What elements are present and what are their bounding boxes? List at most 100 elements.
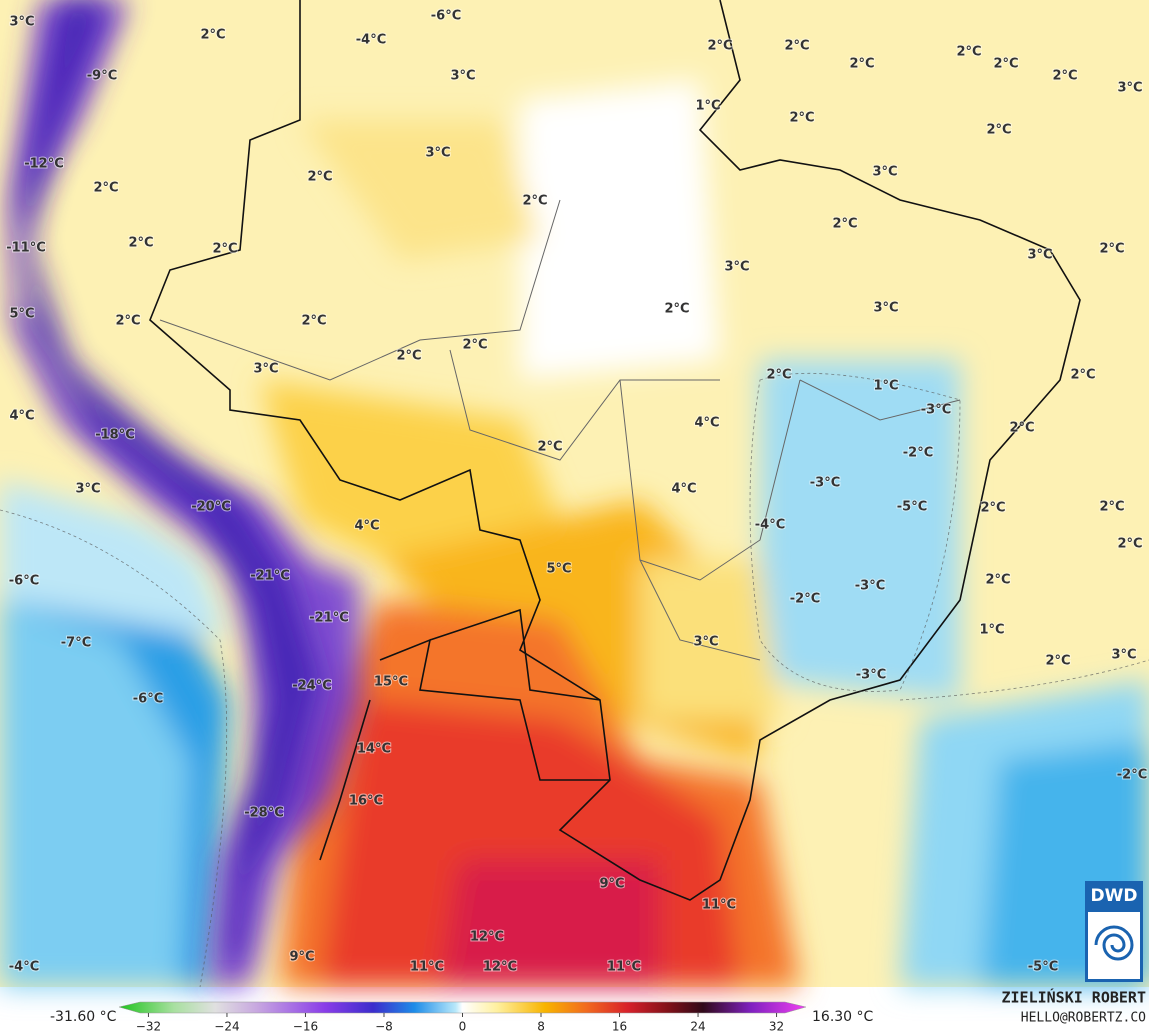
temperature-label: -24°C: [292, 679, 332, 694]
temperature-label: 2°C: [986, 123, 1011, 138]
temperature-label: -3°C: [855, 579, 885, 594]
temperature-label: -6°C: [9, 574, 39, 589]
temperature-label: 3°C: [724, 260, 749, 275]
colorbar-min: -31.60 °C: [50, 1009, 117, 1025]
temperature-label: -5°C: [897, 500, 927, 515]
temperature-label: -3°C: [856, 668, 886, 683]
temperature-label: 5°C: [546, 562, 571, 577]
temperature-label: 2°C: [1117, 537, 1142, 552]
temperature-label: 3°C: [253, 362, 278, 377]
temperature-label: -6°C: [431, 9, 461, 24]
internal-borders: [159, 199, 961, 661]
temperature-label: 2°C: [1052, 69, 1077, 84]
temperature-label: 11°C: [607, 960, 641, 975]
colorbar-gradient: [118, 1001, 807, 1014]
temperature-label: 2°C: [832, 217, 857, 232]
temperature-label: -2°C: [790, 592, 820, 607]
dwd-logo: DWD: [1085, 881, 1143, 982]
temperature-label: 2°C: [1009, 421, 1034, 436]
temperature-label: 2°C: [1099, 500, 1124, 515]
borders: [149, 0, 1081, 901]
temperature-label: 3°C: [873, 301, 898, 316]
credit-name: ZIELIŃSKI ROBERT: [1002, 988, 1147, 1007]
temperature-label: 2°C: [307, 170, 332, 185]
temperature-label: -4°C: [356, 33, 386, 48]
temperature-labels: 3°C 2°C -6°C -4°C -9°C 3°C 1°C 2°C 2°C 2°C 2°C 2°C 2…: [5, 8, 1148, 976]
temperature-label: 3°C: [9, 15, 34, 30]
temperature-label: -3°C: [921, 403, 951, 418]
temperature-label: 11°C: [410, 960, 444, 975]
temperature-label: 3°C: [75, 482, 100, 497]
temperature-label: -11°C: [6, 241, 46, 256]
temperature-label: 16°C: [349, 794, 383, 809]
temperature-label: 3°C: [425, 146, 450, 161]
temperature-label: 2°C: [849, 57, 874, 72]
temperature-label: -21°C: [309, 611, 349, 626]
temperature-label: 2°C: [664, 302, 689, 317]
temperature-label: 3°C: [872, 165, 897, 180]
temperature-label: 12°C: [470, 930, 504, 945]
temperature-label: 2°C: [993, 57, 1018, 72]
temperature-label: 2°C: [212, 242, 237, 257]
temperature-label: 3°C: [450, 69, 475, 84]
temperature-label: 4°C: [9, 409, 34, 424]
temperature-label: 2°C: [93, 181, 118, 196]
colorbar-tick-label: −24: [214, 1020, 239, 1034]
temperature-label: 4°C: [671, 482, 696, 497]
temperature-label: -21°C: [250, 569, 290, 584]
temperature-label: -3°C: [810, 476, 840, 491]
temperature-label: 2°C: [1045, 654, 1070, 669]
temperature-label: 2°C: [789, 111, 814, 126]
colorbar-tick-label: 32: [769, 1020, 784, 1034]
temperature-label: 2°C: [537, 440, 562, 455]
temperature-label: 2°C: [200, 28, 225, 43]
temperature-label: -2°C: [903, 446, 933, 461]
temperature-label: 1°C: [873, 379, 898, 394]
temperature-label: -18°C: [95, 428, 135, 443]
temperature-label: 3°C: [1117, 81, 1142, 96]
temperature-label: 2°C: [980, 501, 1005, 516]
temperature-label: -4°C: [9, 960, 39, 975]
temperature-label: 11°C: [702, 898, 736, 913]
temperature-label: 2°C: [115, 314, 140, 329]
temperature-label: -7°C: [61, 636, 91, 651]
temperature-label: 1°C: [979, 623, 1004, 638]
temperature-label: 2°C: [956, 45, 981, 60]
temperature-label: 3°C: [1111, 648, 1136, 663]
map-background: [0, 0, 1149, 988]
temperature-label: 1°C: [695, 99, 720, 114]
colorbar-tick-label: −8: [375, 1020, 393, 1034]
temperature-label: -20°C: [191, 500, 231, 515]
temperature-label: 2°C: [396, 349, 421, 364]
temperature-label: -5°C: [1028, 960, 1058, 975]
colorbar-tick-label: 24: [690, 1020, 705, 1034]
temperature-label: 12°C: [483, 960, 517, 975]
colorbar-tick-label: −32: [136, 1020, 161, 1034]
contours: [0, 372, 1149, 988]
temperature-label: -9°C: [87, 69, 117, 84]
temperature-label: -6°C: [133, 692, 163, 707]
temperature-label: 2°C: [1099, 242, 1124, 257]
temperature-label: -4°C: [755, 518, 785, 533]
temperature-label: -28°C: [244, 806, 284, 821]
colorbar-max: 16.30 °C: [812, 1009, 874, 1025]
temperature-label: 2°C: [522, 194, 547, 209]
temperature-label: 2°C: [985, 573, 1010, 588]
temperature-label: 2°C: [301, 314, 326, 329]
temperature-label: 3°C: [1027, 248, 1052, 263]
colorbar: -31.60 °C 16.30 °C −32 −24 −16 −8 0 8 16 24 32: [50, 1001, 874, 1034]
logo-swirl: [1094, 925, 1134, 961]
temperature-label: 2°C: [707, 39, 732, 54]
temperature-label: 9°C: [599, 877, 624, 892]
temperature-label: 2°C: [784, 39, 809, 54]
temperature-label: 5°C: [9, 307, 34, 322]
temperature-label: 2°C: [128, 236, 153, 251]
temperature-label: -2°C: [1117, 768, 1147, 783]
temperature-label: 2°C: [462, 338, 487, 353]
colorbar-tick-label: 16: [612, 1020, 627, 1034]
temperature-label: -12°C: [24, 157, 64, 172]
temperature-label: 14°C: [357, 742, 391, 757]
temperature-label: 4°C: [354, 519, 379, 534]
colorbar-tick-label: 0: [459, 1020, 467, 1034]
temperature-label: 15°C: [374, 675, 408, 690]
